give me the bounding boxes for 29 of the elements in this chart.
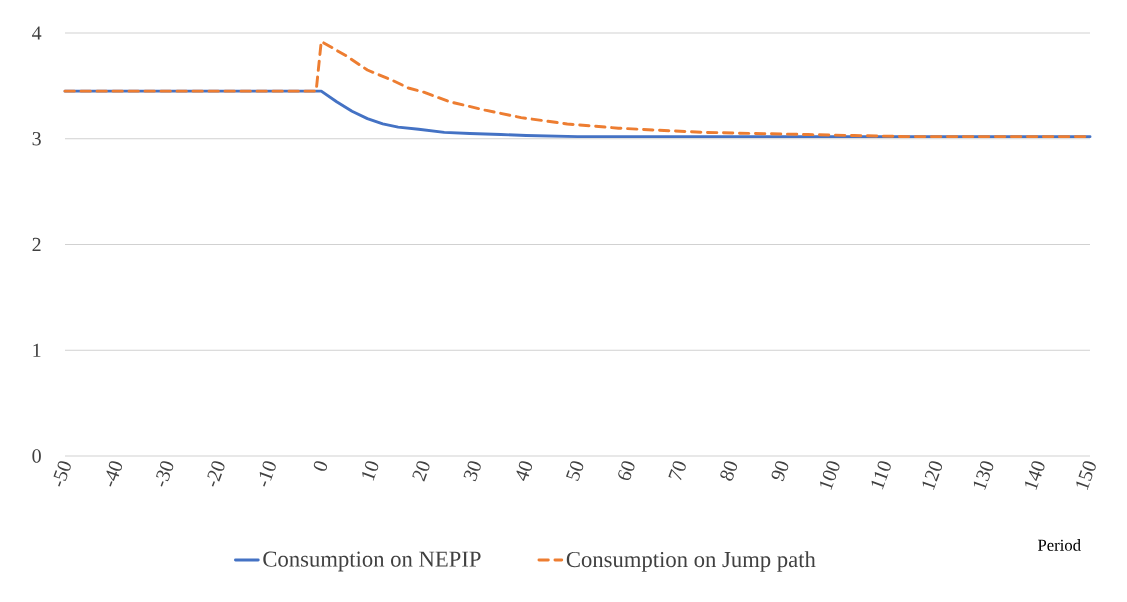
y-tick-label: 4 [32,26,42,40]
x-tick-label: 120 [922,461,943,491]
x-tick-label: 10 [362,461,379,481]
x-tick-label: 80 [720,461,738,481]
x-tick-label: 130 [973,461,994,491]
x-tick-label: 100 [820,461,840,491]
x-tick-label: -50 [53,461,71,487]
x-tick-label: 30 [463,461,481,482]
x-axis-title: Period [1037,539,1081,551]
x-tick-label: 110 [871,461,891,490]
x-tick-label: 20 [412,461,430,482]
x-tick-label: -30 [156,461,174,487]
x-tick-label: 60 [618,461,635,481]
x-tick-label: 40 [516,461,533,481]
y-tick-label: 1 [33,343,41,357]
x-tick-label: -20 [207,461,225,487]
legend-label: Consumption on NEPIP [263,551,481,572]
legend-label: Consumption on Jump path [566,551,816,572]
x-tick-label: -40 [106,461,123,487]
y-tick-label: 0 [32,449,41,463]
x-tick-label: -10 [259,461,276,487]
x-tick-label: 50 [565,461,584,482]
x-tick-label: 70 [668,461,686,481]
x-tick-label: 140 [1025,461,1045,491]
y-tick-label: 3 [32,132,41,146]
y-tick-label: 2 [32,237,41,252]
x-tick-label: 0 [313,461,328,471]
x-tick-label: 90 [771,461,789,482]
x-tick-label: 150 [1076,461,1096,491]
